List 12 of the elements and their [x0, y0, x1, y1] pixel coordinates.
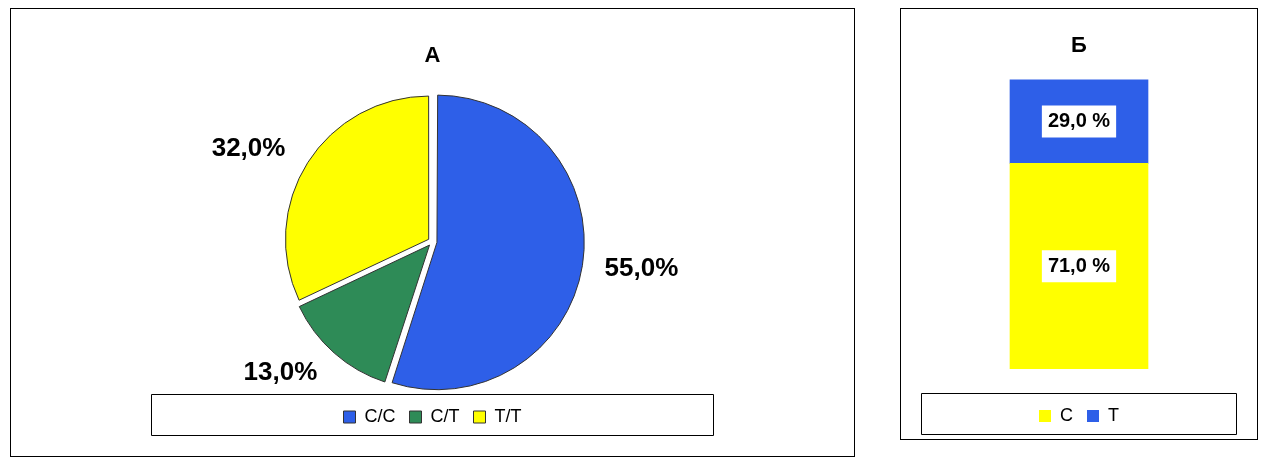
data-label: 32,0% — [211, 131, 286, 162]
data-label: 71,0 % — [1047, 253, 1111, 276]
data-label: 55,0% — [604, 252, 679, 283]
data-label: 13,0% — [243, 355, 318, 386]
legend-label: T/T — [494, 405, 522, 426]
chart-title: А — [424, 42, 441, 68]
legend-label: C — [1060, 404, 1073, 425]
chart-title: Б — [1071, 32, 1088, 58]
legend-label: C/T — [430, 405, 460, 426]
legend-label: T — [1108, 404, 1119, 425]
data-label: 29,0 % — [1047, 108, 1111, 131]
legend-label: C/C — [364, 405, 396, 426]
